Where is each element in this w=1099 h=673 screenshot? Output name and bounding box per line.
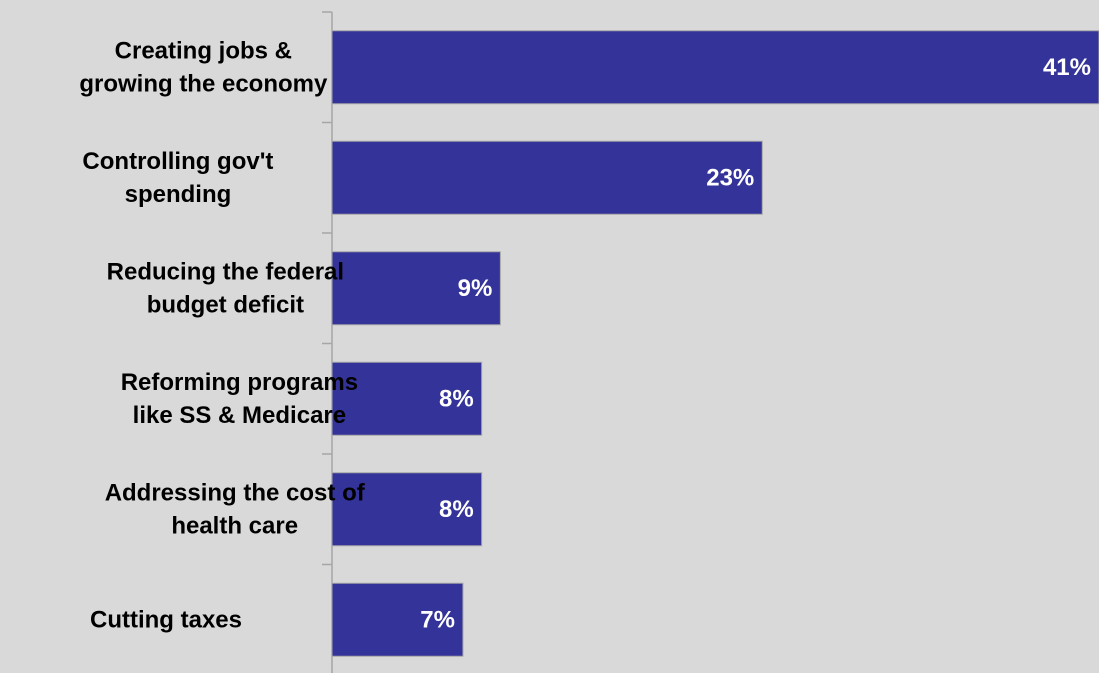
bar: [331, 251, 501, 326]
category-label-line: Creating jobs &: [115, 37, 292, 64]
category-label: Addressing the cost of health care: [105, 479, 366, 539]
bar: [331, 30, 1099, 105]
category-label-line: budget deficit: [147, 291, 304, 318]
data-label: 8%: [439, 385, 474, 412]
category-label: Reducing the federal budget deficit: [107, 258, 344, 318]
data-label: 9%: [458, 275, 493, 302]
category-label-line: like SS & Medicare: [133, 402, 346, 429]
category-label: Creating jobs & growing the economy: [79, 37, 328, 97]
bar: [331, 361, 483, 436]
category-label: Controlling gov't spending: [82, 148, 273, 208]
data-label: 23%: [706, 164, 754, 191]
category-label: Cutting taxes: [90, 606, 242, 633]
bar: [331, 140, 763, 215]
category-label-line: growing the economy: [79, 70, 328, 97]
category-labels: Creating jobs & growing the economy Contro…: [79, 37, 365, 633]
data-label: 41%: [1043, 54, 1091, 81]
category-label-line: spending: [125, 181, 232, 208]
bar: [331, 472, 483, 547]
data-labels: 41% 23% 9% 8% 8% 7%: [420, 54, 1091, 634]
bars-layer: [331, 30, 1099, 657]
bar: [331, 582, 464, 657]
data-label: 7%: [420, 606, 455, 633]
category-label-line: Reforming programs: [121, 369, 358, 396]
category-label: Reforming programs like SS & Medicare: [121, 369, 358, 429]
y-axis-ticks: [322, 11, 332, 566]
category-label-line: health care: [171, 512, 298, 539]
category-label-line: Addressing the cost of: [105, 479, 366, 506]
data-label: 8%: [439, 496, 474, 523]
category-label-line: Controlling gov't: [82, 148, 273, 175]
category-label-line: Cutting taxes: [90, 606, 242, 633]
category-label-line: Reducing the federal: [107, 258, 344, 285]
